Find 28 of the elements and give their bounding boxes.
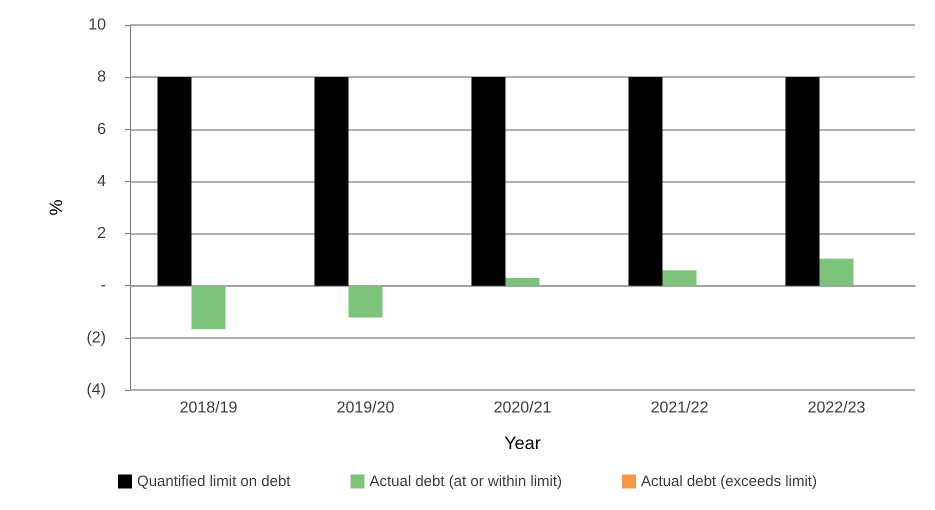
bar (662, 270, 697, 286)
y-tick-label: 4 (97, 172, 106, 190)
legend-label: Actual debt (at or within limit) (369, 473, 562, 490)
bar (157, 77, 192, 286)
y-tick-label: - (100, 277, 106, 294)
y-axis-title: % (46, 199, 66, 216)
x-axis-title: Year (504, 433, 541, 453)
y-tick-label: 2 (97, 225, 106, 242)
legend-label: Quantified limit on debt (137, 473, 292, 490)
x-tick-label: 2022/23 (808, 400, 866, 416)
bar (191, 286, 226, 330)
y-tick-label: 8 (97, 68, 106, 86)
x-tick-label: 2019/20 (336, 400, 395, 416)
y-tick-label: 10 (88, 16, 106, 34)
x-tick-label: 2020/21 (494, 400, 552, 416)
x-tick-label: 2018/19 (180, 400, 238, 416)
y-tick-label: 6 (97, 120, 106, 138)
bar (785, 77, 820, 286)
bar (471, 77, 506, 286)
y-tick-label: (2) (86, 329, 106, 346)
bar (505, 278, 540, 286)
y-tick-label: (4) (86, 382, 106, 398)
bar (348, 286, 383, 318)
x-tick-label: 2021/22 (650, 400, 709, 416)
legend-label: Actual debt (exceeds limit) (641, 473, 817, 490)
bar (314, 77, 348, 286)
bar (819, 258, 854, 286)
bar (628, 77, 662, 286)
